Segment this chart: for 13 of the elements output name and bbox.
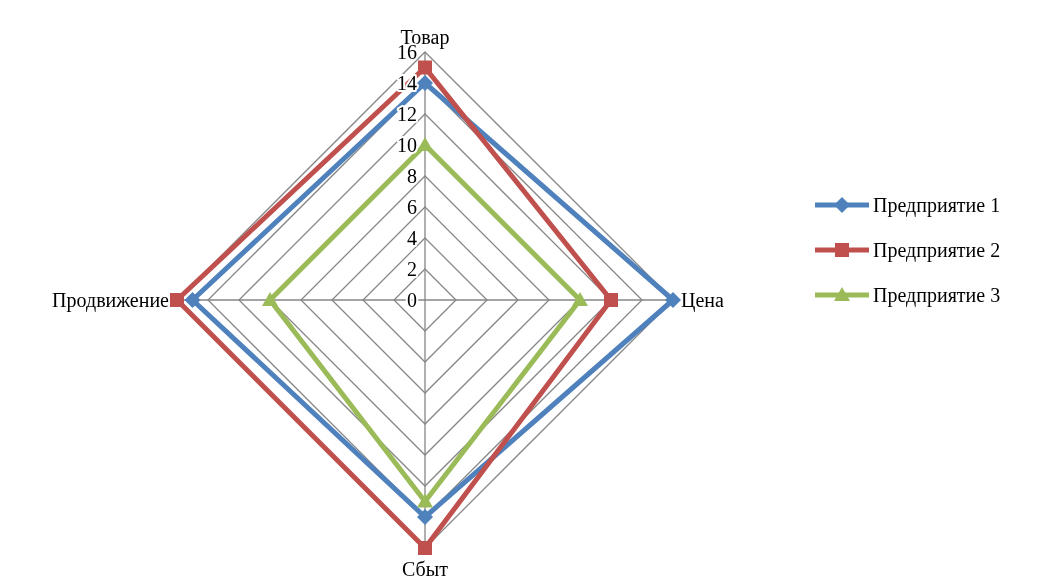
- y-tick-label: 6: [407, 196, 417, 218]
- y-tick-label: 8: [407, 165, 417, 187]
- spoke-label: Продвижение: [52, 289, 170, 312]
- y-tick-label: 4: [407, 227, 417, 249]
- y-tick-label: 0: [407, 289, 417, 311]
- legend-label: Предприятие 2: [873, 239, 1001, 262]
- y-tick-label: 12: [397, 103, 417, 125]
- spoke-label: Сбыт: [402, 558, 449, 580]
- y-tick-label: 2: [407, 258, 417, 280]
- legend-label: Предприятие 1: [873, 194, 1001, 217]
- spoke-label: Цена: [681, 289, 725, 312]
- legend-label: Предприятие 3: [873, 284, 1001, 307]
- y-tick-label: 10: [397, 134, 417, 156]
